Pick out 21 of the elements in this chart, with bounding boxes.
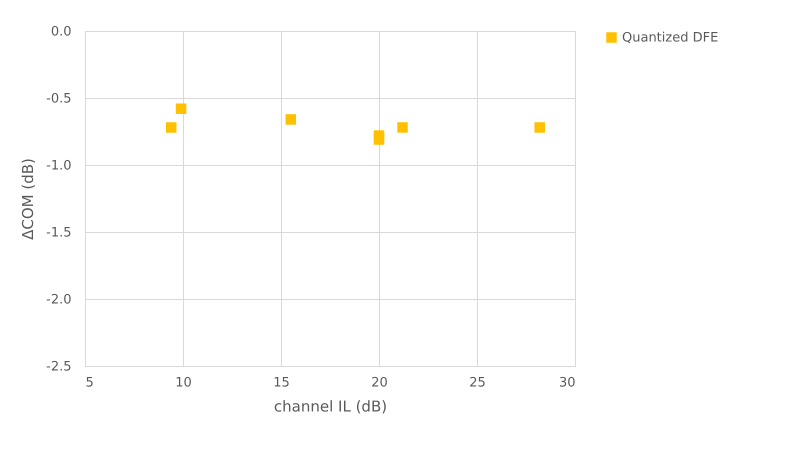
point xyxy=(374,134,384,145)
y-tick-label: -0.5 xyxy=(46,92,72,106)
x-tick-label: 25 xyxy=(469,376,486,390)
point xyxy=(176,103,186,114)
x-axis-title: channel IL (dB) xyxy=(274,398,388,416)
legend-label: Quantized DFE xyxy=(622,30,718,46)
x-tick-label: 30 xyxy=(558,376,576,390)
y-axis-title: ΔCOM (dB) xyxy=(19,158,38,240)
y-tick-label: -1.0 xyxy=(46,158,72,174)
y-tick-label: 0.0 xyxy=(50,24,72,40)
x-tick-label: 5 xyxy=(86,376,94,390)
point xyxy=(286,114,296,125)
y-tick-label: -2.5 xyxy=(46,360,72,374)
y-tick-label: -2.0 xyxy=(46,292,72,308)
y-tick-label: -1.5 xyxy=(46,226,72,240)
x-tick-label: 15 xyxy=(273,376,290,390)
point xyxy=(166,122,176,133)
point xyxy=(397,122,408,133)
x-tick-label: 20 xyxy=(371,376,388,390)
point xyxy=(534,122,545,133)
x-tick-label: 10 xyxy=(175,376,192,390)
